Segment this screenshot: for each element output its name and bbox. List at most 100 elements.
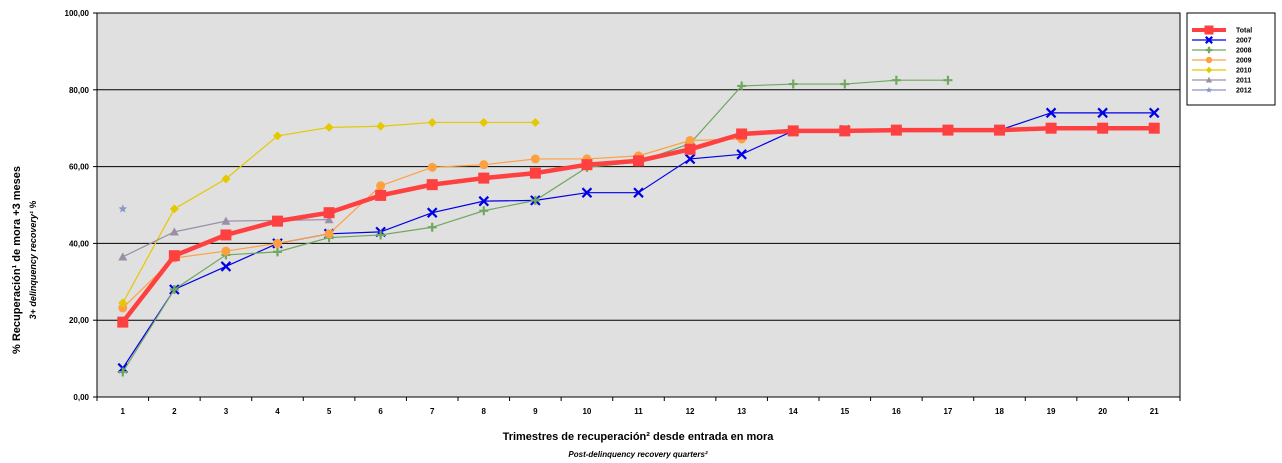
data-point: [324, 215, 334, 224]
data-point: [117, 316, 129, 328]
data-point: [323, 207, 335, 219]
x-axis-label: Trimestres de recuperación² desde entrad…: [503, 431, 775, 443]
legend-entry: 2009: [1192, 56, 1252, 65]
data-point: [426, 207, 438, 218]
x-tick-label: 17: [943, 407, 952, 416]
x-tick-label: 1: [121, 407, 126, 416]
legend-entry: 2008: [1192, 46, 1252, 55]
data-point: [375, 189, 387, 201]
legend-marker: [1205, 56, 1213, 64]
y-tick-label: 40,00: [69, 239, 90, 248]
data-point: [840, 79, 850, 89]
x-tick-label: 4: [275, 407, 280, 416]
data-point: [118, 303, 128, 313]
y-tick-label: 0,00: [73, 393, 89, 402]
x-tick-label: 21: [1150, 407, 1159, 416]
data-point: [118, 367, 128, 377]
x-tick-label: 5: [327, 407, 332, 416]
x-tick-label: 2: [172, 407, 177, 416]
legend-box: [1186, 12, 1276, 106]
data-point: [479, 117, 489, 127]
data-point: [427, 222, 437, 232]
x-tick-label: 6: [378, 407, 383, 416]
data-point: [324, 122, 334, 132]
legend-marker: [1205, 46, 1213, 54]
data-point: [376, 121, 386, 131]
legend-entries: Total 2007 2008 2009 2010 2011 2012: [1192, 25, 1252, 95]
data-point: [994, 124, 1005, 136]
legend-label: 2008: [1236, 48, 1252, 55]
data-point: [1097, 107, 1108, 119]
data-point: [221, 174, 231, 184]
x-tick-label: 19: [1047, 407, 1056, 416]
legend-label: 2007: [1236, 38, 1252, 45]
data-point: [273, 238, 282, 248]
data-point: [426, 179, 438, 191]
data-point: [272, 215, 283, 227]
series-2010: [118, 117, 540, 308]
x-tick-label: 10: [582, 407, 591, 416]
y-tick-label: 80,00: [69, 86, 90, 95]
legend-label: 2012: [1236, 88, 1252, 95]
data-point: [530, 195, 540, 205]
data-point: [684, 143, 696, 155]
x-tick-label: 3: [224, 407, 229, 416]
data-point: [273, 131, 282, 141]
y-axis-label: % Recuperación¹ de mora +3 meses: [11, 166, 23, 354]
data-point: [118, 298, 128, 308]
series-total: [117, 122, 1160, 328]
legend-entry: 2007: [1192, 36, 1252, 45]
data-point: [478, 172, 490, 184]
data-point: [942, 124, 954, 136]
legend-marker: [1205, 86, 1213, 93]
y-tick-label: 60,00: [69, 163, 90, 172]
x-tick-label: 15: [840, 407, 849, 416]
data-point: [1045, 122, 1057, 134]
data-point: [943, 75, 953, 85]
legend-label: Total: [1236, 28, 1252, 35]
data-point: [581, 159, 593, 171]
data-point: [736, 128, 748, 140]
y-axis-sublabel: 3+ delinquency recovery¹ %: [28, 201, 38, 320]
x-tick-label: 7: [430, 407, 435, 416]
data-point: [1045, 107, 1057, 119]
series-group: [117, 75, 1160, 377]
legend-entry: 2012: [1192, 86, 1252, 95]
data-point: [1148, 122, 1160, 134]
data-point: [478, 195, 490, 207]
data-point: [118, 204, 128, 213]
data-point: [788, 79, 798, 89]
legend-entry: 2011: [1192, 76, 1251, 85]
data-point: [221, 246, 231, 256]
legend-label: 2011: [1236, 78, 1251, 85]
data-point: [1097, 122, 1109, 134]
x-tick-label: 9: [533, 407, 538, 416]
x-tick-label: 16: [892, 407, 901, 416]
y-tick-label: 20,00: [69, 316, 90, 325]
x-tick-label: 11: [634, 407, 643, 416]
x-tick-label: 20: [1098, 407, 1107, 416]
data-point: [273, 247, 282, 257]
data-point: [684, 153, 696, 165]
data-point: [736, 149, 747, 160]
data-point: [169, 227, 179, 236]
data-point: [479, 160, 489, 170]
legend-label: 2009: [1236, 58, 1252, 65]
y-tick-label: 100,00: [65, 9, 90, 18]
data-point: [220, 261, 232, 272]
data-point: [324, 229, 334, 239]
data-point: [479, 206, 489, 216]
data-point: [685, 135, 695, 145]
legend-marker: [1204, 25, 1214, 35]
data-point: [530, 117, 540, 127]
legend-label: 2010: [1236, 68, 1252, 75]
y-axis-ticks: 0,00 20,00 40,00 60,00 80,00 100,00: [65, 9, 97, 402]
x-axis-sublabel: Post-delinquency recovery quarters²: [568, 450, 707, 459]
x-tick-label: 8: [482, 407, 487, 416]
x-tick-label: 18: [995, 407, 1004, 416]
plot-area: [96, 12, 1181, 398]
data-point: [891, 75, 901, 85]
data-point: [839, 125, 851, 137]
data-point: [529, 167, 541, 179]
